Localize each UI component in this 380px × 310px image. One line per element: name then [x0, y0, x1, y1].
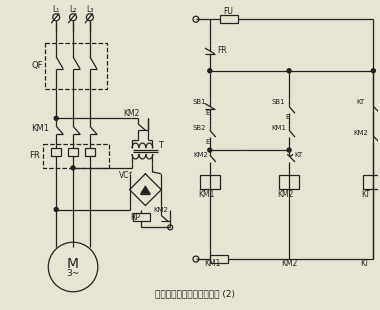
Text: KM2: KM2	[353, 130, 368, 136]
Bar	[220, 15, 238, 23]
Text: 时间原则能耗刻动控制电路 (2): 时间原则能耗刻动控制电路 (2)	[155, 289, 235, 298]
Text: KM2: KM2	[281, 259, 298, 268]
Circle shape	[208, 69, 212, 73]
Text: KM2: KM2	[124, 109, 140, 118]
Text: KM2: KM2	[154, 206, 168, 213]
Text: L₁: L₁	[52, 5, 60, 14]
Text: KT: KT	[361, 259, 369, 268]
Circle shape	[208, 148, 212, 152]
Text: KM2: KM2	[277, 190, 294, 199]
Text: E: E	[206, 139, 210, 145]
Text: L₃: L₃	[86, 5, 93, 14]
Text: L₂: L₂	[70, 5, 77, 14]
Text: QF: QF	[32, 61, 43, 70]
Bar	[200, 175, 220, 189]
Circle shape	[287, 69, 291, 73]
Text: KT: KT	[356, 100, 365, 105]
Text: T: T	[158, 141, 163, 150]
Bar	[133, 214, 150, 221]
Text: KM1: KM1	[32, 124, 49, 133]
Text: RP: RP	[131, 213, 141, 222]
Polygon shape	[141, 186, 150, 194]
Text: KT: KT	[361, 190, 370, 199]
Bar	[363, 175, 380, 189]
Text: FR: FR	[30, 152, 40, 161]
Text: FU: FU	[224, 7, 234, 16]
Bar	[45, 43, 107, 89]
Text: E: E	[285, 114, 289, 120]
Text: SB1: SB1	[193, 100, 207, 105]
Circle shape	[71, 166, 75, 170]
Text: VC: VC	[119, 171, 129, 180]
Bar	[279, 175, 299, 189]
Text: SB2: SB2	[193, 125, 206, 131]
Text: KM2: KM2	[193, 152, 208, 158]
Bar	[85, 148, 95, 156]
Text: KM1: KM1	[198, 190, 214, 199]
Text: KT: KT	[294, 152, 302, 158]
Circle shape	[371, 69, 375, 73]
Text: FR: FR	[217, 46, 226, 55]
Text: KM1: KM1	[204, 259, 220, 268]
Bar	[43, 144, 109, 168]
Bar	[51, 148, 61, 156]
Circle shape	[287, 148, 291, 152]
Bar	[210, 255, 228, 263]
Text: 3~: 3~	[66, 269, 80, 278]
Circle shape	[54, 116, 58, 120]
Text: E: E	[206, 110, 210, 116]
Text: M: M	[67, 257, 79, 271]
Bar	[68, 148, 78, 156]
Circle shape	[54, 207, 58, 211]
Text: KM1: KM1	[271, 125, 286, 131]
Text: SB1: SB1	[271, 100, 285, 105]
